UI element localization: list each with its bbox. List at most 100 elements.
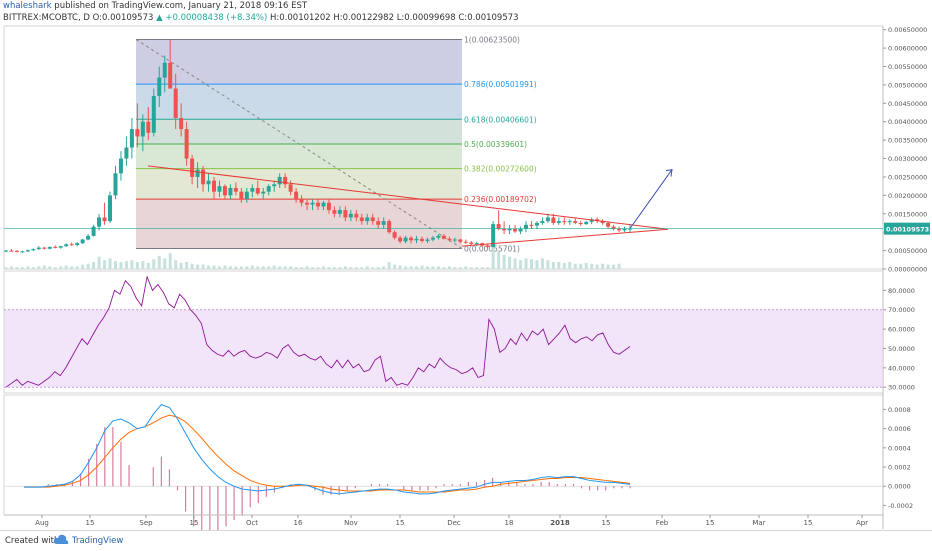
macd-line bbox=[24, 404, 631, 495]
fib-level-label: 1(0.00623500) bbox=[464, 35, 520, 44]
volume-bar bbox=[442, 267, 446, 269]
ohlc-h1-value: 0.00101202 bbox=[279, 13, 331, 23]
volume-bar bbox=[311, 267, 315, 269]
candle bbox=[524, 221, 528, 233]
candle-body bbox=[140, 121, 145, 137]
ohlc-open: O: bbox=[92, 13, 103, 23]
price-tick-label: 0.00450000 bbox=[888, 100, 927, 108]
candle bbox=[201, 165, 206, 192]
candle bbox=[343, 206, 348, 222]
price-tick-label: 0.00250000 bbox=[888, 173, 927, 181]
candle-body bbox=[326, 202, 331, 211]
candle bbox=[261, 188, 266, 200]
candle bbox=[31, 248, 36, 251]
rsi-line bbox=[5, 275, 631, 388]
volume-bar bbox=[453, 267, 457, 269]
candle-body bbox=[228, 188, 233, 196]
candle bbox=[420, 236, 424, 243]
candle-body bbox=[261, 191, 266, 194]
volume-bar bbox=[157, 255, 161, 269]
candle bbox=[4, 249, 8, 253]
volume-bar bbox=[502, 254, 506, 269]
macd-tick-label: 0.0008 bbox=[888, 406, 911, 414]
price-tick-label: 0.00300000 bbox=[888, 155, 927, 163]
volume-bar bbox=[201, 264, 205, 269]
candle bbox=[179, 103, 184, 137]
volume-bar bbox=[75, 266, 79, 269]
candle bbox=[452, 237, 457, 243]
time-tick-label: 15 bbox=[602, 519, 611, 527]
ohlc-close: C: bbox=[458, 13, 468, 23]
candle bbox=[9, 249, 14, 252]
fib-trend-line bbox=[135, 39, 463, 249]
candle-body bbox=[283, 176, 288, 185]
ohlc-high: H: bbox=[333, 13, 343, 23]
volume-bar bbox=[305, 266, 309, 269]
candle-body bbox=[4, 250, 8, 252]
candle-body bbox=[157, 77, 162, 96]
candle-body bbox=[47, 246, 52, 249]
tradingview-brand[interactable]: TradingView bbox=[72, 536, 124, 546]
candle bbox=[518, 226, 523, 235]
candle bbox=[485, 243, 490, 249]
candle bbox=[184, 121, 189, 166]
candle bbox=[228, 184, 233, 200]
volume-bar bbox=[124, 261, 128, 269]
candle-body bbox=[425, 239, 430, 242]
chart-canvas[interactable]: 0.00650000 0.00600000 0.00550000 0.00500000… bbox=[0, 0, 932, 530]
time-tick-label: Sep bbox=[139, 519, 153, 527]
volume-bar bbox=[130, 260, 134, 269]
candle bbox=[222, 184, 227, 200]
time-tick-label: 16 bbox=[294, 519, 303, 527]
volume-bar bbox=[239, 266, 243, 269]
candle-body bbox=[91, 226, 96, 236]
volume-bar bbox=[376, 267, 380, 269]
candle-body bbox=[299, 199, 304, 203]
price-tick-label: 0.00400000 bbox=[888, 118, 927, 126]
candle-body bbox=[573, 221, 578, 223]
candle bbox=[118, 151, 123, 181]
candle bbox=[556, 217, 561, 225]
volume-bar bbox=[163, 258, 167, 269]
volume-bar bbox=[540, 258, 544, 269]
candle-body bbox=[31, 249, 36, 251]
candle-body bbox=[212, 180, 216, 192]
time-tick-label: 2018 bbox=[550, 519, 570, 527]
volume-bar bbox=[519, 260, 523, 269]
time-tick-label: 15 bbox=[190, 519, 199, 527]
price-tick-label: 0.00150000 bbox=[888, 210, 927, 218]
author-link[interactable]: whaleshark bbox=[3, 1, 52, 11]
candle-body bbox=[146, 121, 151, 133]
candle bbox=[469, 241, 474, 246]
change-value: ▲ +0.00008438 (+8.34%) bbox=[156, 13, 268, 23]
candle bbox=[151, 88, 156, 137]
candle bbox=[441, 234, 446, 240]
price-tick-label: 0.00550000 bbox=[888, 63, 927, 71]
candle bbox=[217, 180, 222, 198]
candle-body bbox=[628, 228, 632, 230]
candle bbox=[299, 195, 304, 207]
candle-body bbox=[310, 202, 315, 205]
volume-bar bbox=[294, 267, 298, 269]
volume-bar bbox=[196, 264, 200, 269]
time-tick-label: 15 bbox=[706, 519, 715, 527]
candle bbox=[387, 219, 392, 235]
candle-body bbox=[556, 221, 561, 223]
candle bbox=[135, 103, 140, 148]
candle bbox=[190, 154, 195, 185]
volume-bar bbox=[332, 267, 336, 269]
candle-body bbox=[58, 246, 63, 248]
candle-body bbox=[534, 222, 539, 226]
candle-body bbox=[354, 213, 359, 218]
candle bbox=[622, 226, 627, 233]
candle-body bbox=[518, 228, 523, 232]
volume-bar bbox=[174, 260, 178, 269]
candle-body bbox=[102, 217, 107, 222]
macd-tick-label: 0.0004 bbox=[888, 444, 911, 452]
candle-body bbox=[168, 62, 173, 89]
candle-body bbox=[409, 237, 414, 241]
volume-bar bbox=[97, 256, 101, 269]
candle-body bbox=[129, 129, 134, 148]
time-tick-label: Apr bbox=[856, 519, 868, 527]
fib-level-label: 0.786(0.00501991) bbox=[464, 80, 537, 89]
